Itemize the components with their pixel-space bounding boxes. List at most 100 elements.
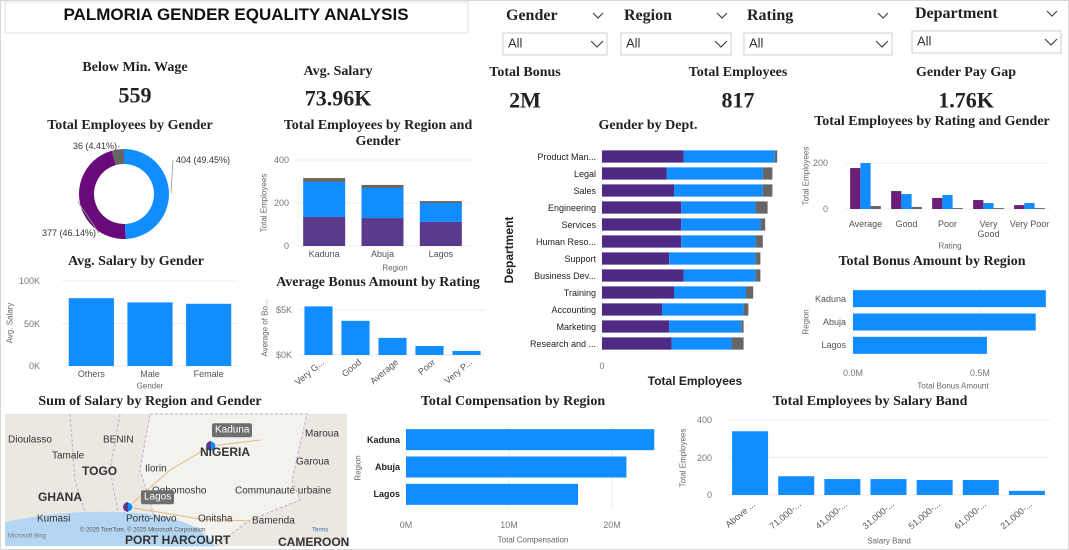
y-axis-title: Avg. Salary bbox=[5, 302, 15, 344]
map-label: Kaduna bbox=[212, 423, 253, 437]
bar bbox=[602, 167, 667, 180]
bar bbox=[1034, 208, 1045, 209]
x-category-label: Kaduna bbox=[308, 249, 340, 259]
x-tick-label: 20M bbox=[603, 519, 621, 530]
filter-value[interactable]: All bbox=[508, 35, 523, 51]
bar bbox=[602, 303, 662, 316]
filter-label: Rating bbox=[747, 6, 794, 24]
filter-dropdown[interactable] bbox=[620, 32, 732, 56]
y-axis-title: Region bbox=[353, 455, 363, 481]
chart-title: Gender by Dept. bbox=[598, 117, 698, 133]
bar bbox=[303, 216, 346, 246]
data-label: 36 (4.41%) bbox=[72, 140, 117, 151]
map-label: Communauté urbaine bbox=[235, 485, 332, 497]
filter-dropdown[interactable] bbox=[911, 30, 1062, 54]
bar bbox=[962, 480, 999, 495]
bar bbox=[993, 208, 1004, 209]
bar bbox=[602, 252, 670, 265]
filter-value[interactable]: All bbox=[626, 35, 641, 51]
bar bbox=[681, 218, 761, 231]
bar bbox=[602, 320, 670, 333]
bar bbox=[853, 336, 987, 354]
map-label: Garoua bbox=[296, 456, 330, 468]
leader-line bbox=[170, 159, 174, 194]
y-tick-label: $5K bbox=[275, 304, 292, 315]
bar bbox=[762, 167, 773, 180]
donut-slice bbox=[124, 148, 170, 239]
x-axis-title: Region bbox=[382, 263, 408, 273]
kpi-label: Total Bonus bbox=[489, 64, 561, 80]
y-category-label: Engineering bbox=[547, 202, 596, 213]
filter-collapse[interactable] bbox=[592, 12, 604, 19]
bar bbox=[762, 184, 773, 197]
chart-title: Avg. Salary by Gender bbox=[68, 253, 204, 269]
bar bbox=[732, 431, 769, 495]
filter-collapse[interactable] bbox=[1046, 10, 1058, 17]
bar bbox=[853, 290, 1046, 308]
y-axis-title: Total Employees bbox=[678, 428, 688, 488]
y-category-label: Services bbox=[561, 219, 596, 230]
bar bbox=[186, 303, 232, 366]
bar bbox=[683, 269, 756, 282]
dropdown-chevron[interactable] bbox=[1044, 38, 1058, 46]
bar bbox=[602, 150, 684, 163]
bar bbox=[755, 235, 763, 248]
bar bbox=[743, 303, 749, 316]
chart-title: Total Employees by Salary Band bbox=[772, 393, 968, 409]
x-axis-title: Total Compensation bbox=[497, 535, 569, 545]
title-box bbox=[4, 1, 469, 34]
bar bbox=[911, 206, 922, 209]
filter-value[interactable]: All bbox=[749, 35, 764, 51]
bar bbox=[341, 320, 370, 355]
map-label: Kumasi bbox=[37, 513, 71, 525]
x-category-label: Lagos bbox=[428, 249, 454, 259]
bar bbox=[942, 194, 953, 209]
bar bbox=[891, 191, 902, 209]
bar bbox=[983, 203, 994, 209]
chart-title: Total Bonus Amount by Region bbox=[838, 253, 1026, 269]
map-label: Maroua bbox=[305, 428, 339, 440]
bar bbox=[406, 456, 627, 478]
bar bbox=[378, 337, 407, 355]
map-label: Porto-Novo bbox=[126, 513, 177, 525]
chart-title: Sum of Salary by Region and Gender bbox=[38, 393, 262, 409]
map-label: Dioulasso bbox=[8, 434, 52, 446]
y-axis-title: Department bbox=[502, 216, 517, 284]
bar bbox=[303, 178, 346, 182]
x-axis-title: Total Bonus Amount bbox=[917, 381, 989, 391]
bar bbox=[774, 150, 778, 163]
bar bbox=[666, 167, 763, 180]
bar bbox=[860, 163, 871, 209]
filter-collapse[interactable] bbox=[877, 12, 889, 19]
filter-dropdown[interactable] bbox=[502, 32, 608, 56]
map-terms[interactable]: Terms bbox=[312, 527, 329, 534]
chart-title: Total Employees by Gender bbox=[47, 117, 213, 133]
x-tick-label: 0.5M bbox=[969, 367, 990, 378]
x-axis-title: Gender bbox=[136, 381, 164, 391]
map-label: Lagos bbox=[141, 490, 175, 504]
filter-value[interactable]: All bbox=[917, 33, 932, 49]
filter-dropdown[interactable] bbox=[743, 32, 893, 56]
bar bbox=[304, 306, 333, 355]
bar bbox=[901, 194, 912, 209]
y-axis-title: Average of Bo... bbox=[260, 299, 270, 357]
x-axis-title: Total Employees bbox=[647, 374, 743, 389]
dropdown-chevron[interactable] bbox=[714, 40, 728, 48]
leader-line bbox=[117, 145, 121, 148]
bar bbox=[361, 187, 404, 219]
kpi-value: 559 bbox=[118, 82, 152, 108]
y-category-label: Kaduna bbox=[366, 434, 400, 445]
bar bbox=[870, 479, 907, 495]
bar bbox=[602, 286, 674, 299]
filter-label: Region bbox=[624, 6, 672, 24]
y-tick-label: 0 bbox=[706, 489, 712, 500]
bar bbox=[932, 197, 943, 209]
bar bbox=[602, 269, 684, 282]
dropdown-chevron[interactable] bbox=[875, 40, 889, 48]
dropdown-chevron[interactable] bbox=[590, 40, 604, 48]
map-label: CAMEROON bbox=[278, 535, 350, 550]
y-category-label: Abuja bbox=[822, 316, 846, 327]
y-tick-label: 400 bbox=[273, 154, 289, 165]
filter-collapse[interactable] bbox=[716, 12, 728, 19]
